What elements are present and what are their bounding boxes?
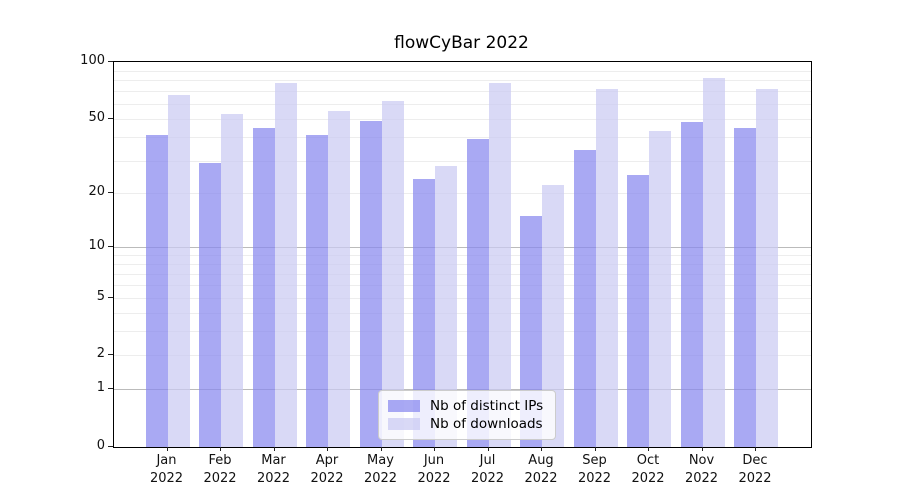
x-axis-tick-label: May 2022 <box>363 453 398 486</box>
y-axis-tick-label: 10 <box>88 238 105 253</box>
bar-nb-of-distinct-ips-mar <box>252 127 275 447</box>
x-axis-tick-mark <box>541 447 542 451</box>
bar-nb-of-distinct-ips-apr <box>306 135 328 447</box>
x-axis-tick-label: Jun 2022 <box>417 453 451 486</box>
x-axis-tick-mark <box>594 447 596 451</box>
bar-nb-of-downloads-jun <box>435 166 457 447</box>
y-axis-tick-label: 100 <box>80 53 105 68</box>
legend-item-distinct-ips: Nb of distinct IPs <box>388 397 543 415</box>
major-gridline <box>114 247 811 248</box>
bar-nb-of-downloads-oct <box>649 131 671 447</box>
bar-nb-of-distinct-ips-jun <box>413 178 435 447</box>
y-axis-tick-mark <box>108 246 113 247</box>
bar-nb-of-downloads-dec <box>756 89 778 447</box>
minor-gridline <box>114 70 811 72</box>
x-axis-tick-label: Jul 2022 <box>470 453 505 486</box>
x-axis-tick-label: Dec 2022 <box>738 453 772 486</box>
minor-gridline <box>114 119 811 120</box>
bar-nb-of-distinct-ips-feb <box>199 163 221 447</box>
bar-nb-of-downloads-apr <box>328 111 350 447</box>
minor-gridline <box>114 284 811 286</box>
x-axis-tick-mark <box>327 447 328 451</box>
x-axis-tick-label: Mar 2022 <box>256 453 291 486</box>
legend-item-downloads: Nb of downloads <box>388 415 543 433</box>
bar-nb-of-distinct-ips-sep <box>573 150 596 447</box>
x-axis-tick-mark <box>434 447 435 451</box>
legend-label-downloads: Nb of downloads <box>430 416 543 432</box>
y-axis-tick-mark <box>108 61 113 62</box>
y-axis-tick-mark <box>108 118 113 119</box>
bar-nb-of-downloads-mar <box>274 82 297 447</box>
minor-gridline <box>114 193 811 194</box>
y-axis-tick-label: 1 <box>96 380 105 396</box>
x-axis-tick-label: Jan 2022 <box>149 453 184 486</box>
plot-area <box>113 61 812 448</box>
minor-gridline <box>114 331 811 333</box>
x-axis-tick-mark <box>273 447 275 451</box>
bar-nb-of-distinct-ips-may <box>359 120 382 447</box>
minor-gridline <box>114 160 811 162</box>
bar-nb-of-distinct-ips-jan <box>145 135 168 447</box>
bar-nb-of-distinct-ips-oct <box>627 175 649 447</box>
bar-nb-of-downloads-aug <box>542 185 564 447</box>
minor-gridline <box>114 263 811 265</box>
y-axis-tick-mark <box>108 354 113 356</box>
x-axis-tick-label: Apr 2022 <box>310 453 344 486</box>
bar-nb-of-downloads-jul <box>488 82 511 447</box>
y-axis-tick-mark <box>108 446 113 447</box>
minor-gridline <box>114 137 811 139</box>
major-gridline <box>114 389 811 391</box>
x-axis-tick-label: Nov 2022 <box>684 453 719 486</box>
x-axis-tick-mark <box>166 447 168 451</box>
bar-nb-of-downloads-jan <box>167 95 190 447</box>
y-axis-tick-label: 20 <box>88 184 105 199</box>
minor-gridline <box>114 273 811 275</box>
x-axis-tick-mark <box>701 447 703 451</box>
bar-nb-of-downloads-sep <box>595 89 618 447</box>
minor-gridline <box>114 91 811 93</box>
y-axis-tick-mark <box>108 388 113 390</box>
x-axis-tick-mark <box>220 447 221 451</box>
chart-title: flowCyBar 2022 <box>394 33 529 53</box>
bar-nb-of-distinct-ips-dec <box>734 127 756 447</box>
x-axis-tick-mark <box>755 447 756 451</box>
x-axis-tick-mark <box>648 447 649 451</box>
bar-nb-of-downloads-nov <box>702 78 725 447</box>
minor-gridline <box>114 104 811 106</box>
y-axis-tick-label: 0 <box>96 438 105 453</box>
x-axis-tick-mark <box>487 447 489 451</box>
bar-nb-of-distinct-ips-jul <box>466 139 489 447</box>
minor-gridline <box>114 355 811 357</box>
y-axis-tick-label: 50 <box>88 110 105 125</box>
bar-nb-of-downloads-may <box>381 101 404 447</box>
bar-nb-of-distinct-ips-nov <box>680 122 703 447</box>
y-axis-tick-label: 2 <box>96 346 105 362</box>
minor-gridline <box>114 80 811 82</box>
minor-gridline <box>114 254 811 256</box>
bar-nb-of-downloads-feb <box>221 114 243 447</box>
x-axis-tick-label: Sep 2022 <box>577 453 612 486</box>
legend-swatch-downloads <box>388 418 420 430</box>
y-axis-tick-label: 5 <box>96 288 105 304</box>
x-axis-tick-label: Aug 2022 <box>524 453 558 486</box>
legend-swatch-distinct-ips <box>388 400 420 412</box>
minor-gridline <box>114 312 811 314</box>
x-axis-tick-label: Oct 2022 <box>631 453 665 486</box>
legend: Nb of distinct IPs Nb of downloads <box>378 390 557 440</box>
y-axis-tick-mark <box>108 192 113 193</box>
x-axis-tick-label: Feb 2022 <box>203 453 237 486</box>
y-axis-tick-mark <box>108 296 113 298</box>
bar-nb-of-distinct-ips-aug <box>520 215 542 447</box>
minor-gridline <box>114 297 811 299</box>
legend-label-distinct-ips: Nb of distinct IPs <box>430 398 544 414</box>
x-axis-tick-mark <box>380 447 382 451</box>
